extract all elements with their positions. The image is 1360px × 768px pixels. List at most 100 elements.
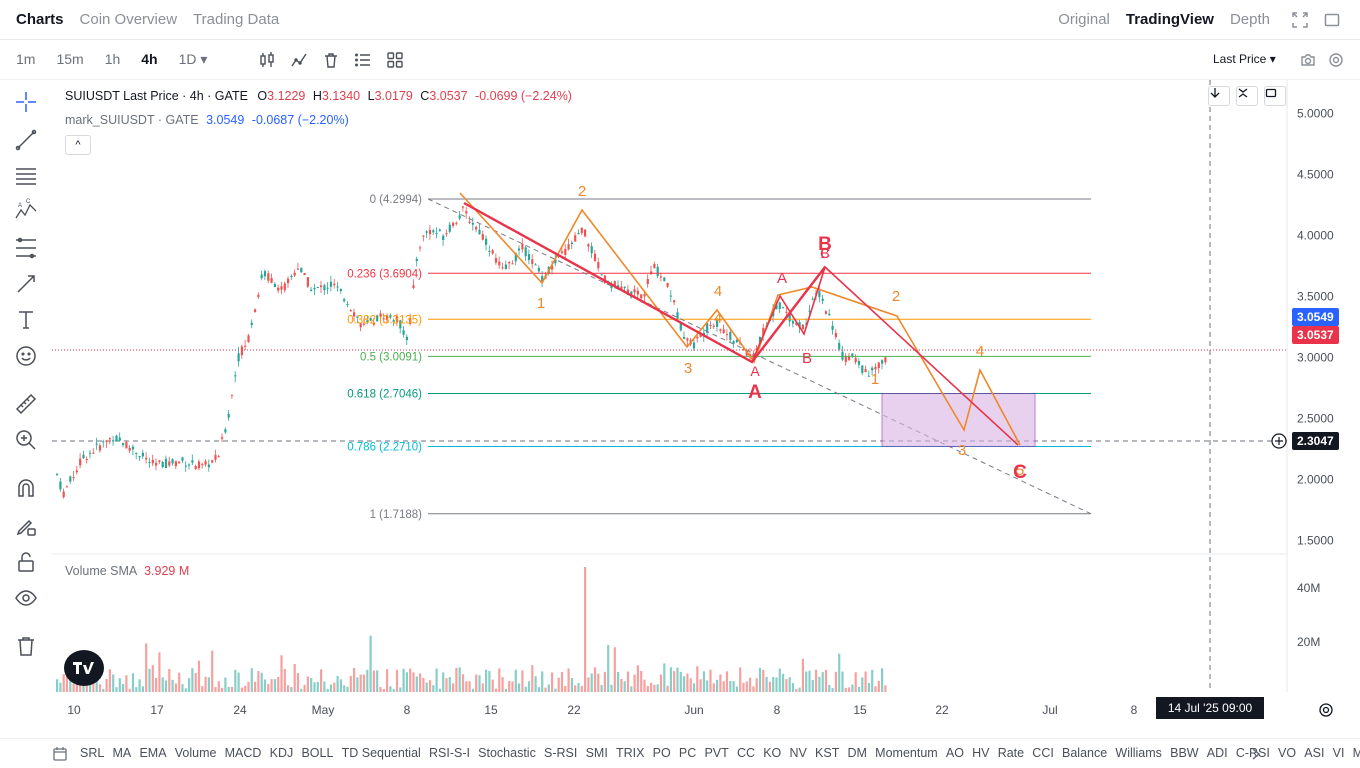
indicator-item[interactable]: KO xyxy=(763,746,782,760)
text-tool-icon[interactable] xyxy=(14,308,38,332)
indicator-item[interactable]: DM xyxy=(847,746,867,760)
volume-bar xyxy=(402,668,405,692)
volume-bar xyxy=(834,671,837,692)
chevron-right-icon[interactable] xyxy=(1250,747,1262,761)
indicator-item[interactable]: CCI xyxy=(1032,746,1054,760)
indicator-item[interactable]: KDJ xyxy=(269,746,294,760)
settings-icon[interactable] xyxy=(1328,52,1344,68)
time-axis[interactable]: 10 17 24 May 8 15 22 Jun 8 15 22 Jul 8 14 Jul '25 09… xyxy=(52,692,1360,728)
indicator-item[interactable]: Williams xyxy=(1115,746,1162,760)
indicator-item[interactable]: VI xyxy=(1332,746,1345,760)
indicator-item[interactable]: BBW xyxy=(1170,746,1199,760)
time-settings-icon[interactable] xyxy=(1318,702,1334,718)
indicators-icon[interactable] xyxy=(290,51,308,69)
interval-1h[interactable]: 1h xyxy=(104,51,121,67)
indicator-item[interactable]: HV xyxy=(972,746,990,760)
layout-grid-icon[interactable] xyxy=(386,51,404,69)
indicator-item[interactable]: PO xyxy=(652,746,671,760)
indicator-item[interactable]: PVT xyxy=(704,746,729,760)
candle-body xyxy=(194,465,197,470)
interval-15m[interactable]: 15m xyxy=(56,51,84,67)
indicator-item[interactable]: AO xyxy=(945,746,964,760)
view-tradingview[interactable]: TradingView xyxy=(1125,11,1214,28)
indicator-item[interactable]: Rate xyxy=(997,746,1025,760)
calendar-icon[interactable] xyxy=(52,746,68,762)
maximize-pane-button[interactable] xyxy=(1264,86,1286,106)
indicator-item[interactable]: Volume xyxy=(174,746,217,760)
ruler-icon[interactable] xyxy=(14,392,38,416)
volume-bar xyxy=(511,681,514,692)
camera-icon[interactable] xyxy=(1300,52,1316,68)
tab-charts[interactable]: Charts xyxy=(16,11,64,28)
indicator-item[interactable]: TRIX xyxy=(615,746,645,760)
indicator-item[interactable]: MI xyxy=(1352,746,1360,760)
volume-bar xyxy=(564,686,567,692)
interval-1m[interactable]: 1m xyxy=(16,51,36,67)
indicator-item[interactable]: ADI xyxy=(1206,746,1228,760)
collapse-legend-button[interactable]: ^ xyxy=(65,135,91,155)
emoji-icon[interactable] xyxy=(14,344,38,368)
orange-wave-label: 2 xyxy=(578,183,586,200)
lock-icon[interactable] xyxy=(14,550,38,574)
fib-retracement[interactable]: 0 (4.2994) 0.236 (3.6904) 0.382 (3.3135) 0.… xyxy=(347,194,1092,521)
indicator-item[interactable]: KST xyxy=(815,746,840,760)
indicator-item[interactable]: Stochastic xyxy=(478,746,536,760)
crosshair-icon[interactable] xyxy=(14,90,38,114)
magnet-icon[interactable] xyxy=(14,476,38,500)
indicator-item[interactable]: SMI xyxy=(585,746,608,760)
indicator-item[interactable]: BOLL xyxy=(301,746,334,760)
indicator-item[interactable]: VO xyxy=(1278,746,1297,760)
indicator-item[interactable]: RSI-S-I xyxy=(429,746,470,760)
elliott-wave-icon[interactable]: AC xyxy=(14,198,38,222)
tab-coin-overview[interactable]: Coin Overview xyxy=(79,11,178,28)
indicator-item[interactable]: Momentum xyxy=(875,746,938,760)
window-icon[interactable] xyxy=(1324,12,1340,28)
view-original[interactable]: Original xyxy=(1058,11,1110,28)
volume-bar xyxy=(395,669,399,692)
candle-body xyxy=(277,287,280,291)
horizontal-lines-icon[interactable] xyxy=(14,164,38,188)
candle-body xyxy=(851,353,854,357)
volume-bar xyxy=(438,688,441,692)
indicator-item[interactable]: SRL xyxy=(80,746,105,760)
indicator-item[interactable]: EMA xyxy=(139,746,167,760)
candle-body xyxy=(854,357,857,363)
add-alert-icon[interactable] xyxy=(1271,433,1287,449)
fib-retracement-icon[interactable] xyxy=(14,236,38,260)
scroll-down-button[interactable] xyxy=(1208,86,1230,106)
price-mode-select[interactable]: Last Price ▾ xyxy=(1213,52,1276,66)
candle-body xyxy=(600,274,603,276)
price-chart[interactable]: 0 (4.2994) 0.236 (3.6904) 0.382 (3.3135) 0.… xyxy=(52,80,1360,692)
arrow-tool-icon[interactable] xyxy=(14,272,38,296)
indicator-item[interactable]: C-RSI xyxy=(1235,746,1270,760)
view-depth[interactable]: Depth xyxy=(1229,11,1270,28)
zoom-in-icon[interactable] xyxy=(14,428,38,452)
chart-area[interactable]: 0 (4.2994) 0.236 (3.6904) 0.382 (3.3135) 0.… xyxy=(52,80,1360,692)
fullscreen-icon[interactable] xyxy=(1292,12,1308,28)
orange-wave-label: 5 xyxy=(1016,462,1024,479)
interval-1d[interactable]: 1D ▾ xyxy=(178,51,208,67)
indicator-item[interactable]: TD Sequential xyxy=(341,746,421,760)
candle-body xyxy=(293,272,296,276)
interval-4h[interactable]: 4h xyxy=(141,51,158,67)
indicator-item[interactable]: Balance xyxy=(1062,746,1108,760)
indicator-item[interactable]: MACD xyxy=(224,746,262,760)
list-icon[interactable] xyxy=(354,51,372,69)
candle-body xyxy=(125,442,128,449)
candle-type-icon[interactable] xyxy=(258,51,276,69)
indicator-item[interactable]: MA xyxy=(112,746,132,760)
trash-icon[interactable] xyxy=(322,51,340,69)
indicator-item[interactable]: NV xyxy=(789,746,807,760)
eye-icon[interactable] xyxy=(14,586,38,610)
indicator-item[interactable]: S-RSI xyxy=(544,746,578,760)
candle-body xyxy=(280,286,283,290)
edit-lock-icon[interactable] xyxy=(14,514,38,538)
indicator-item[interactable]: PC xyxy=(678,746,697,760)
indicator-item[interactable]: ASI xyxy=(1304,746,1325,760)
trend-line-icon[interactable] xyxy=(14,128,38,152)
collapse-pane-button[interactable] xyxy=(1236,86,1258,106)
indicator-item[interactable]: CC xyxy=(736,746,756,760)
delete-drawings-icon[interactable] xyxy=(14,634,38,658)
tab-trading-data[interactable]: Trading Data xyxy=(193,11,280,28)
